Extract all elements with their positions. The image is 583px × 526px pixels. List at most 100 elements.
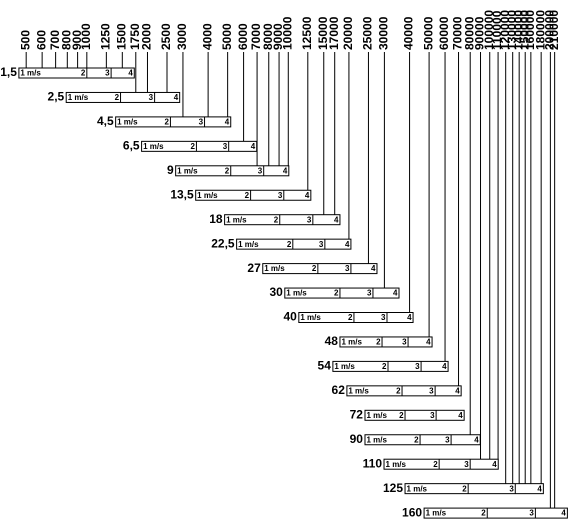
- x-tick-label: 3000: [175, 23, 189, 50]
- x-tick-label: 900: [70, 30, 84, 50]
- velocity-label: 4: [458, 411, 463, 420]
- velocity-label: 4: [128, 69, 133, 78]
- x-tick-label: 100000: [482, 10, 496, 50]
- row-label: 22,5: [211, 236, 235, 250]
- row-label: 54: [318, 359, 332, 373]
- row-label: 110: [363, 456, 383, 470]
- range-bar: [346, 385, 462, 397]
- row-label: 72: [350, 407, 364, 421]
- velocity-label: 2: [462, 484, 467, 493]
- velocity-label: 1 m/s: [20, 69, 41, 78]
- row-label: 1,5: [0, 65, 17, 79]
- x-tick-label: 40000: [402, 16, 416, 50]
- velocity-label: 4: [305, 191, 310, 200]
- x-tick-label: 8000: [261, 23, 275, 50]
- velocity-label: 4: [455, 386, 460, 395]
- x-tick-label: 6000: [236, 23, 250, 50]
- velocity-label: 3: [278, 191, 283, 200]
- row-label: 48: [325, 334, 339, 348]
- range-bar: [175, 165, 290, 177]
- velocity-label: 1 m/s: [197, 191, 218, 200]
- x-tick-label: 500: [18, 30, 32, 50]
- velocity-label: 4: [492, 460, 497, 469]
- x-tick-label: 1250: [99, 23, 113, 50]
- velocity-label: 1 m/s: [386, 460, 407, 469]
- velocity-label: 1 m/s: [366, 435, 387, 444]
- range-bar: [195, 189, 312, 201]
- x-tick-label: 7000: [249, 23, 263, 50]
- velocity-label: 2: [312, 264, 317, 273]
- velocity-label: 2: [376, 338, 381, 347]
- row-label: 27: [247, 261, 261, 275]
- velocity-label: 2: [382, 362, 387, 371]
- x-tick-label: 200000: [543, 10, 557, 50]
- x-tick-label: 70000: [451, 16, 465, 50]
- range-bar: [236, 238, 352, 250]
- range-bar: [115, 116, 232, 128]
- velocity-label: 3: [381, 313, 386, 322]
- velocity-label: 3: [367, 289, 372, 298]
- velocity-label: 3: [223, 142, 228, 151]
- velocity-label: 2: [164, 118, 169, 127]
- x-tick-label: 5000: [220, 23, 234, 50]
- velocity-label: 2: [334, 289, 339, 298]
- x-tick-label: 15000: [316, 16, 330, 50]
- velocity-label: 3: [149, 93, 154, 102]
- x-tick-label: 50000: [421, 16, 435, 50]
- row-label: 30: [269, 285, 283, 299]
- velocity-label: 3: [307, 215, 312, 224]
- velocity-label: 4: [345, 240, 350, 249]
- velocity-label: 3: [509, 484, 514, 493]
- x-tick-label: 12500: [300, 16, 314, 50]
- velocity-label: 1 m/s: [300, 313, 321, 322]
- x-tick-label: 160000: [523, 10, 537, 50]
- x-tick-label: 110000: [490, 10, 504, 50]
- x-tick-label: 9000: [271, 23, 285, 50]
- velocity-label: 1 m/s: [426, 509, 447, 518]
- velocity-label: 4: [561, 509, 566, 518]
- velocity-label: 2: [348, 313, 353, 322]
- row-label: 90: [350, 432, 364, 446]
- velocity-label: 3: [402, 338, 407, 347]
- x-tick-label: 700: [48, 30, 62, 50]
- range-bar: [224, 214, 341, 226]
- velocity-label: 4: [251, 142, 256, 151]
- range-bar: [339, 336, 433, 348]
- x-tick-label: 180000: [533, 10, 547, 50]
- velocity-label: 2: [190, 142, 195, 151]
- range-bar: [141, 140, 258, 152]
- velocity-label: 2: [245, 191, 250, 200]
- x-tick-label: 210000: [547, 10, 561, 50]
- velocity-label: 1 m/s: [68, 93, 89, 102]
- range-bar: [332, 360, 449, 372]
- velocity-label: 1 m/s: [348, 386, 369, 395]
- row-label: 160: [402, 505, 422, 519]
- velocity-label: 1 m/s: [117, 118, 138, 127]
- x-tick-label: 10000: [280, 16, 294, 50]
- range-bar: [284, 287, 400, 299]
- row-label: 2,5: [48, 90, 65, 104]
- velocity-label: 1 m/s: [334, 362, 355, 371]
- range-bar: [383, 458, 499, 470]
- row-label: 6,5: [123, 139, 140, 153]
- velocity-label: 3: [199, 118, 204, 127]
- x-tick-label: 25000: [361, 16, 375, 50]
- velocity-label: 4: [537, 484, 542, 493]
- x-tick-label: 800: [59, 30, 73, 50]
- x-tick-label: 120000: [498, 10, 512, 50]
- row-label: 9: [167, 163, 174, 177]
- velocity-label: 2: [225, 166, 230, 175]
- x-tick-label: 1500: [114, 23, 128, 50]
- velocity-label: 3: [464, 460, 469, 469]
- velocity-label: 4: [283, 166, 288, 175]
- range-bar: [65, 91, 181, 103]
- row-label: 62: [332, 383, 346, 397]
- velocity-label: 4: [174, 93, 179, 102]
- velocity-label: 3: [430, 411, 435, 420]
- velocity-label: 4: [371, 264, 376, 273]
- velocity-label: 1 m/s: [366, 411, 387, 420]
- x-tick-label: 30000: [377, 16, 391, 50]
- velocity-label: 4: [442, 362, 447, 371]
- velocity-label: 2: [396, 386, 401, 395]
- velocity-label: 1 m/s: [143, 142, 164, 151]
